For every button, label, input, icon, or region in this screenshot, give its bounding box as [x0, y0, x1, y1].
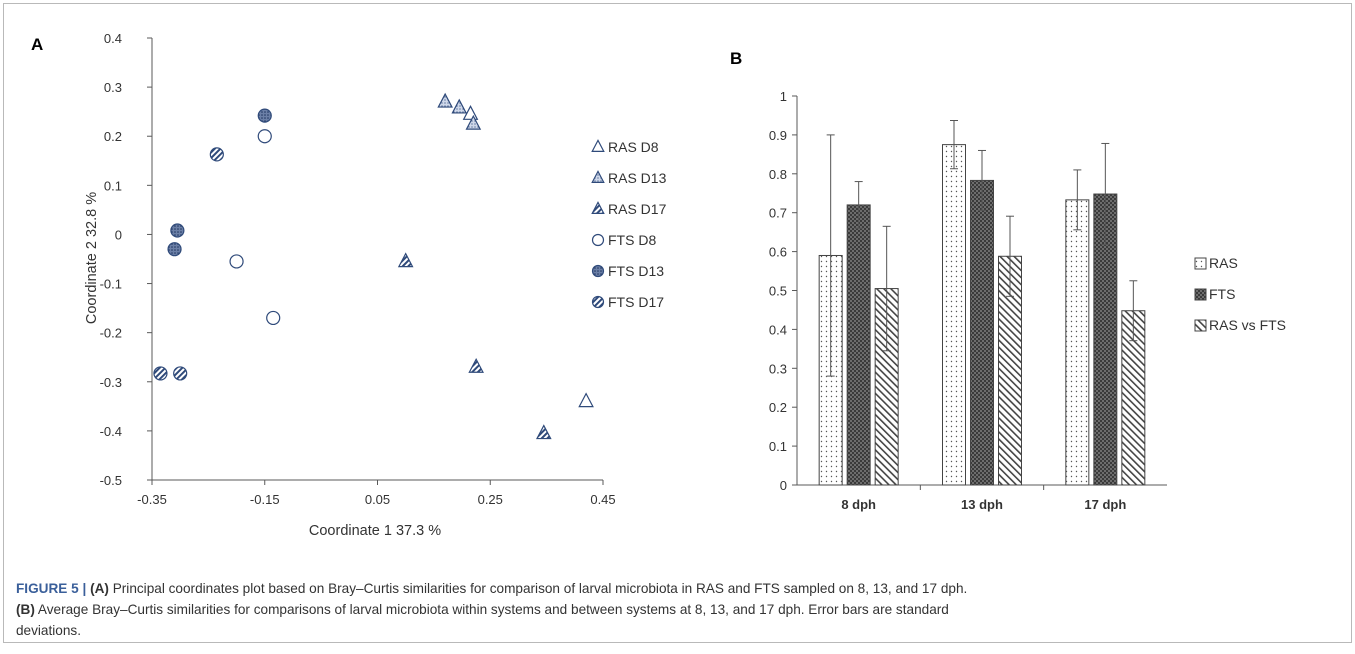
bar-y-tick-label: 0 [780, 478, 787, 493]
scatter-point [229, 254, 244, 269]
bar-x-tick-label: 17 dph [1084, 497, 1126, 512]
bar-y-tick-label: 0.6 [769, 245, 787, 260]
scatter-point [535, 424, 552, 440]
bar [1065, 199, 1090, 486]
bar-y-tick-label: 0.5 [769, 284, 787, 299]
bars [818, 120, 1146, 486]
bar-y-tick-label: 0.2 [769, 400, 787, 415]
scatter-x-tick-label: 0.25 [478, 492, 503, 507]
bar-panel: B 1 0.9 0.8 0.7 0.6 0.5 0.4 0.3 0.2 0.1 0 8 dph 13 … [730, 49, 1286, 512]
bar-legend-swatch [1194, 288, 1207, 301]
scatter-x-tick-label: 0.05 [365, 492, 390, 507]
scatter-point [173, 366, 188, 381]
scatter-y-tick-labels: 0.4 0.3 0.2 0.1 0 -0.1 -0.2 -0.3 -0.4 -0.5 [100, 31, 122, 488]
scatter-points [153, 92, 594, 440]
bar-x-tick-label: 8 dph [841, 497, 876, 512]
scatter-legend-marker [591, 170, 605, 183]
bar [846, 204, 871, 486]
scatter-legend: RAS D8 RAS D13 RAS D17 FTS D8 FTS D13 FTS D17 [591, 139, 667, 310]
bar-legend: RAS FTS RAS vs FTS [1194, 255, 1286, 333]
scatter-point [257, 129, 272, 144]
scatter-panel: A 0.4 0.3 0.2 0.1 0 -0.1 -0.2 -0.3 -0.4 -0.5 -0.3… [31, 31, 667, 539]
bar-y-tick-label: 1 [780, 89, 787, 104]
figure-caption: FIGURE 5 | (A) Principal coordinates plo… [16, 578, 1336, 641]
bar [942, 144, 966, 486]
scatter-point [437, 92, 453, 108]
bar-x-tick-labels: 8 dph 13 dph 17 dph [841, 497, 1126, 512]
bar-y-tick-label: 0.7 [769, 206, 787, 221]
scatter-x-tick-label: -0.15 [250, 492, 280, 507]
figure-frame [3, 3, 1352, 643]
scatter-y-tick-label: -0.2 [100, 326, 122, 341]
caption-part-a-text: Principal coordinates plot based on Bray… [108, 581, 968, 596]
scatter-y-tick-label: 0.3 [104, 80, 122, 95]
scatter-point [153, 366, 168, 381]
scatter-legend-marker [591, 295, 605, 309]
scatter-y-tick-label: -0.1 [100, 277, 122, 292]
scatter-point [257, 108, 272, 123]
scatter-point [451, 98, 468, 114]
scatter-y-tick-label: 0 [115, 227, 122, 242]
bar-legend-label: RAS vs FTS [1209, 317, 1286, 333]
scatter-legend-marker [591, 264, 605, 278]
caption-part-b-text: Average Bray–Curtis similarities for com… [34, 602, 949, 617]
scatter-legend-marker [591, 233, 605, 247]
caption-figure-label: FIGURE 5 | [16, 581, 87, 596]
caption-part-b-text-end: deviations. [16, 623, 81, 638]
scatter-x-tick-labels: -0.35 -0.15 0.05 0.25 0.45 [137, 492, 615, 507]
scatter-x-tick-label: 0.45 [590, 492, 615, 507]
figure-plots: A 0.4 0.3 0.2 0.1 0 -0.1 -0.2 -0.3 -0.4 -0.5 -0.3… [31, 31, 1286, 539]
scatter-point [468, 357, 484, 373]
scatter-point [465, 114, 482, 130]
scatter-y-axis-label: Coordinate 2 32.8 % [84, 192, 100, 324]
bar-y-tick-label: 0.9 [769, 128, 787, 143]
bar-legend-swatch [1194, 257, 1207, 270]
scatter-legend-label: RAS D13 [608, 170, 667, 186]
scatter-y-tick-label: 0.2 [104, 129, 122, 144]
scatter-point [209, 147, 224, 162]
scatter-point [578, 392, 594, 408]
scatter-legend-label: RAS D8 [608, 139, 659, 155]
scatter-y-tick-label: -0.4 [100, 424, 122, 439]
scatter-point [167, 242, 182, 257]
panel-label-b: B [730, 49, 742, 68]
scatter-legend-marker [591, 139, 605, 152]
bar-y-tick-label: 0.4 [769, 322, 787, 337]
scatter-y-tick-label: -0.3 [100, 375, 122, 390]
bar-y-tick-label: 0.1 [769, 439, 787, 454]
bar-legend-label: FTS [1209, 286, 1235, 302]
scatter-y-tick-label: 0.1 [104, 178, 122, 193]
scatter-legend-marker [591, 201, 605, 214]
scatter-legend-label: FTS D17 [608, 294, 664, 310]
scatter-legend-label: FTS D13 [608, 263, 664, 279]
bar-y-tick-label: 0.3 [769, 361, 787, 376]
bar-legend-swatch [1194, 319, 1207, 332]
scatter-legend-label: RAS D17 [608, 201, 667, 217]
scatter-axes [147, 37, 604, 485]
bar-y-tick-label: 0.8 [769, 167, 787, 182]
panel-label-a: A [31, 35, 43, 54]
bar-legend-label: RAS [1209, 255, 1238, 271]
scatter-x-tick-label: -0.35 [137, 492, 167, 507]
caption-part-a-label: (A) [90, 581, 109, 596]
bar [970, 179, 994, 486]
scatter-legend-label: FTS D8 [608, 232, 656, 248]
scatter-point [170, 223, 185, 238]
scatter-point [397, 252, 414, 268]
bar-y-tick-labels: 1 0.9 0.8 0.7 0.6 0.5 0.4 0.3 0.2 0.1 0 [769, 89, 787, 493]
bar-x-tick-label: 13 dph [961, 497, 1003, 512]
caption-part-b-label: (B) [16, 602, 35, 617]
scatter-y-tick-label: -0.5 [100, 473, 122, 488]
scatter-x-axis-label: Coordinate 1 37.3 % [309, 523, 441, 539]
scatter-y-tick-label: 0.4 [104, 31, 122, 46]
scatter-point [266, 310, 281, 326]
